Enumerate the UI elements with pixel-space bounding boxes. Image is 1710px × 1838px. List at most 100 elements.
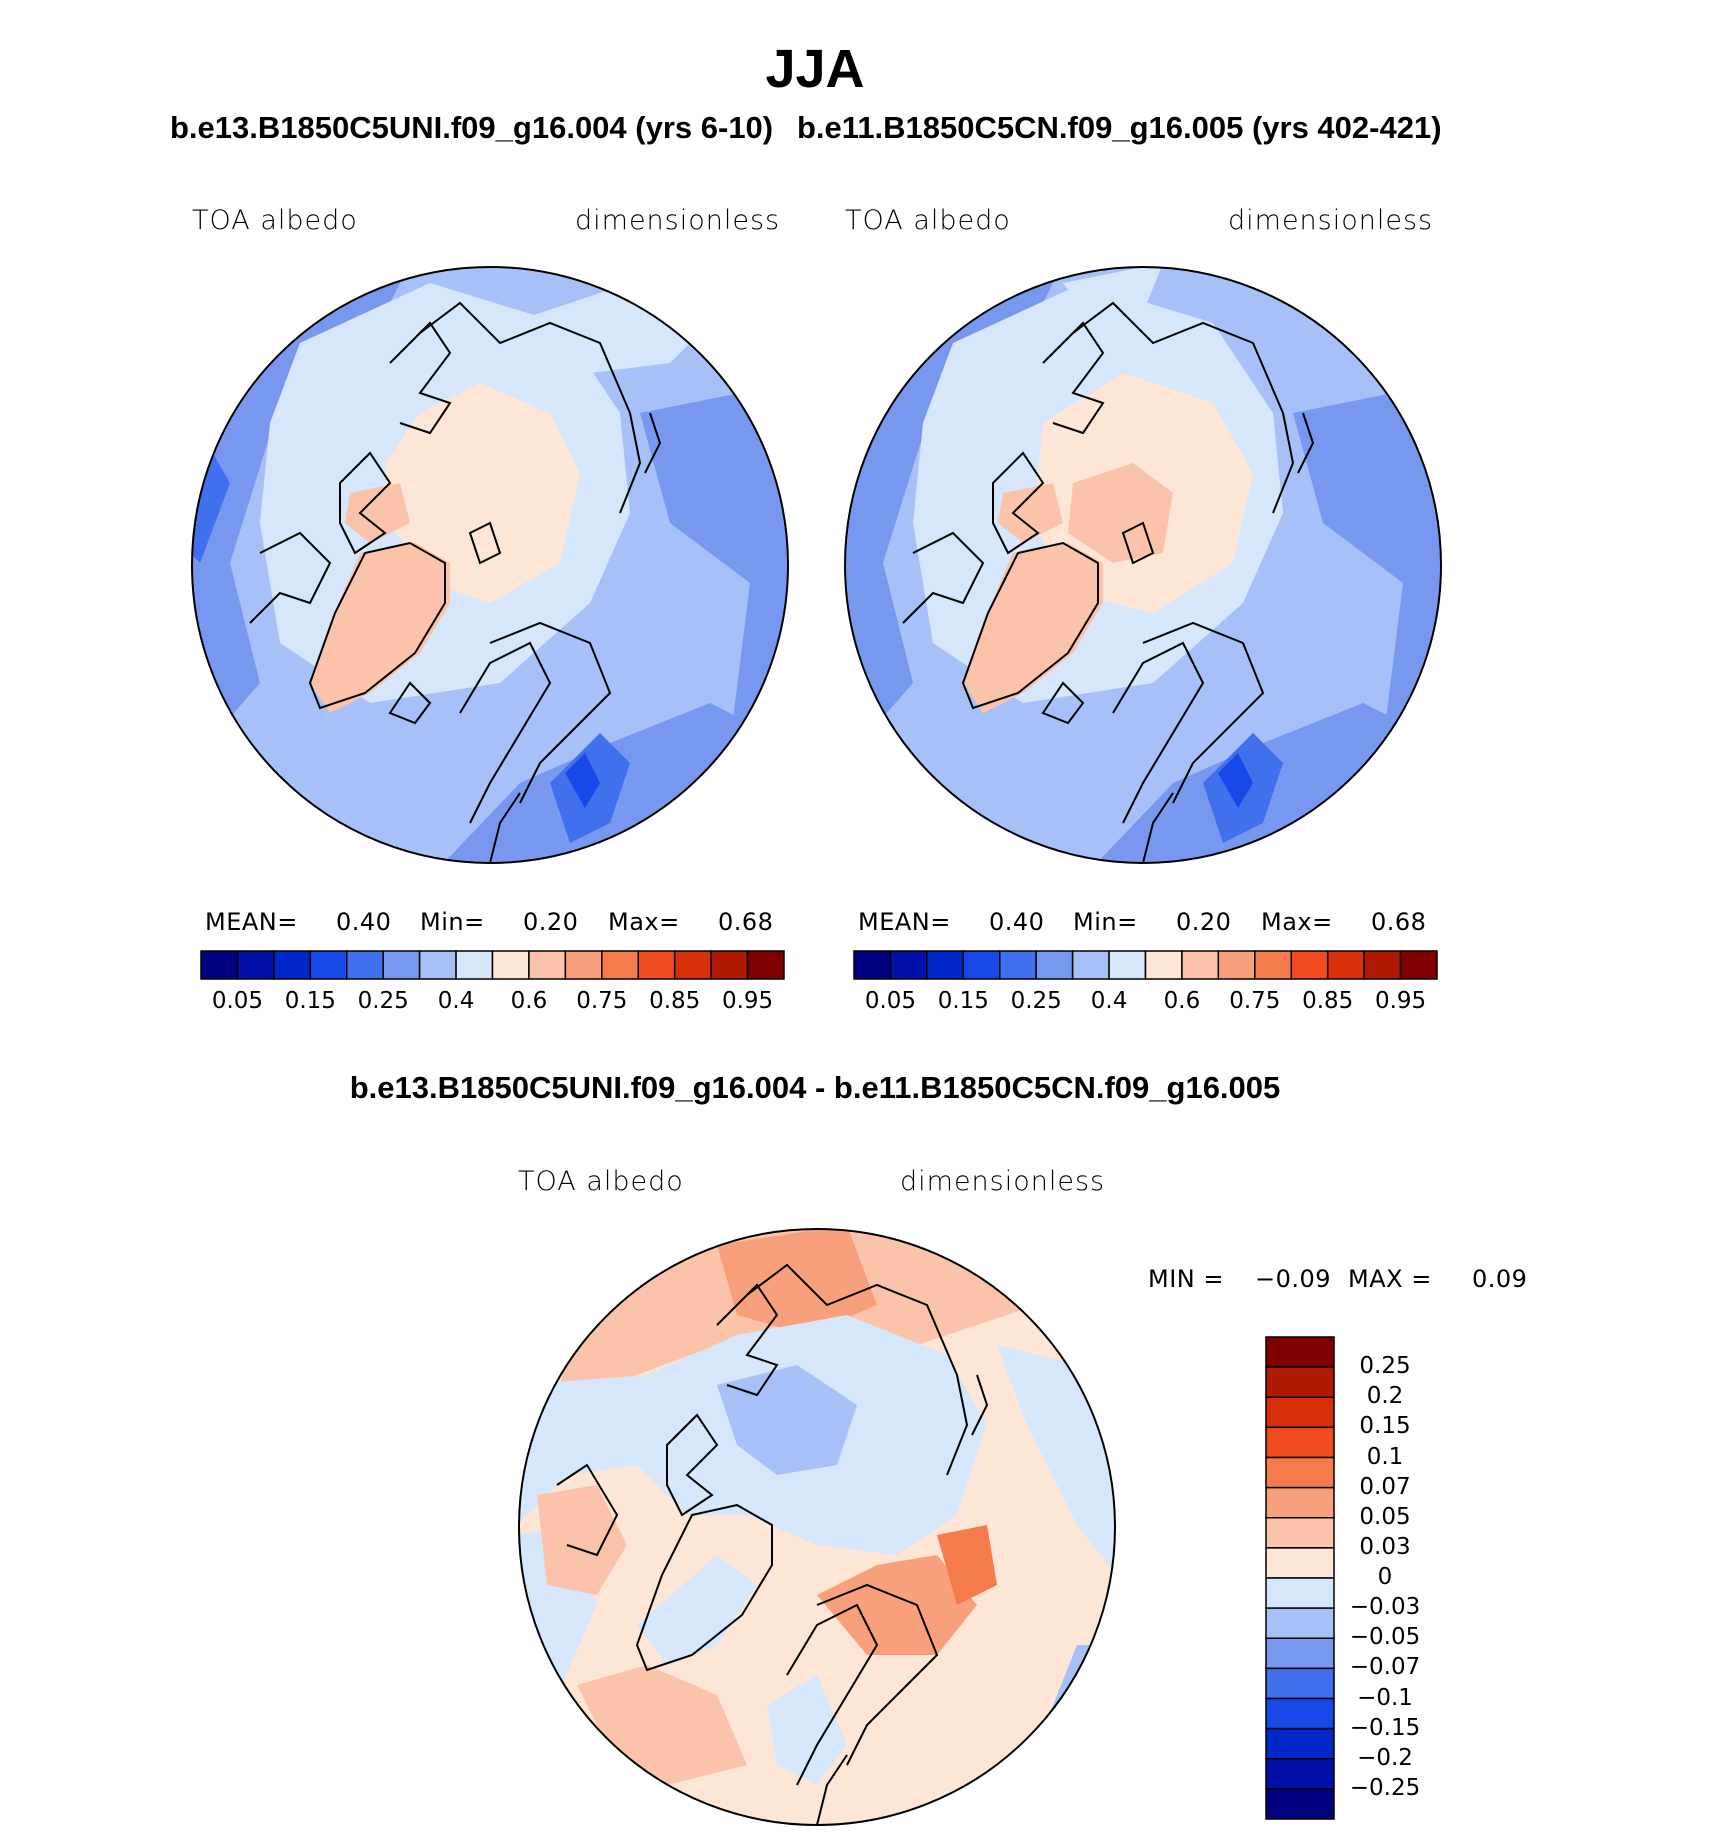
low-albedo-field (640, 383, 788, 783)
panel2-variable-label: TOA albedo (845, 205, 1011, 236)
colorbar-box (273, 950, 312, 980)
coastline (1142, 792, 1174, 864)
coastline (816, 1583, 939, 1766)
coastline (339, 451, 392, 555)
colorbar-box (455, 950, 494, 980)
coastline (786, 1603, 879, 1786)
coastline (902, 531, 985, 624)
colorbar-box (1035, 950, 1074, 980)
coastline (419, 301, 642, 514)
diff-title: b.e13.B1850C5UNI.f09_g16.004 - b.e11.B18… (349, 1070, 1281, 1105)
positive-difference-field (817, 1555, 977, 1655)
colorbar-tick-label: 0.15 (937, 988, 989, 1014)
colorbar-box (564, 950, 603, 980)
high-albedo-field (385, 383, 580, 603)
colorbar-box (418, 950, 457, 980)
panel2-colorbar-labels: 0.05 0.15 0.25 0.4 0.6 0.75 0.85 0.95 (853, 988, 1438, 1018)
colorbar-tick-label: 0.15 (284, 988, 336, 1014)
positive-difference-field (937, 1525, 997, 1605)
panel2-units-label: dimensionless (1228, 205, 1434, 236)
colorbar-tick-label: 0.4 (1090, 988, 1128, 1014)
colorbar-box (1265, 1788, 1335, 1820)
colorbar-box (346, 950, 384, 980)
coastline (308, 541, 446, 710)
panel1-colorbar-labels: 0.05 0.15 0.25 0.4 0.6 0.75 0.85 0.95 (200, 988, 785, 1018)
colorbar-tick-label: 0.6 (510, 988, 548, 1014)
colorbar-tick-label: 0.95 (721, 988, 774, 1014)
colorbar-box (1265, 1637, 1335, 1670)
colorbar-box (382, 950, 421, 980)
negative-difference-field (637, 1555, 757, 1665)
colorbar-tick-label: 0.05 (211, 988, 264, 1014)
panel2-mean-label: MEAN= (858, 908, 951, 936)
colorbar-box (889, 950, 928, 980)
colorbar-box (1144, 950, 1183, 980)
colorbar-tick-label: −0.2 (1357, 1744, 1413, 1771)
colorbar-box (1326, 950, 1365, 980)
colorbar-tick-label: 0.85 (649, 988, 701, 1014)
colorbar-box (999, 950, 1037, 980)
coastline (489, 621, 612, 804)
colorbar-box (1181, 950, 1220, 980)
colorbar-tick-label: −0.05 (1349, 1624, 1421, 1651)
colorbar-box (1265, 1366, 1335, 1398)
panel2-min-value: 0.20 (1176, 908, 1232, 936)
colorbar-box (1265, 1456, 1335, 1489)
colorbar-box (528, 950, 567, 980)
negative-difference-field (767, 1675, 847, 1785)
panel1-max-value: 0.68 (718, 908, 774, 936)
coastline (635, 1503, 773, 1672)
coastline (459, 641, 552, 824)
panel2-max-value: 0.68 (1371, 908, 1427, 936)
colorbar-tick-label: 0.05 (1359, 1503, 1411, 1530)
colorbar-tick-label: 0.75 (1229, 988, 1281, 1014)
coastline (816, 1754, 848, 1826)
coastline (746, 1263, 969, 1476)
panel2-max-label: Max= (1261, 908, 1333, 936)
colorbar-box (1265, 1547, 1335, 1579)
panel2-colorbar (853, 950, 1438, 980)
colorbar-box (853, 950, 892, 980)
colorbar-box (1265, 1396, 1335, 1429)
colorbar-box (601, 950, 639, 980)
greenland-field (310, 543, 450, 713)
colorbar-box (236, 950, 275, 980)
colorbar-tick-label: 0.25 (1010, 988, 1062, 1014)
coastline (992, 451, 1045, 555)
arctic-island-field (998, 483, 1063, 543)
panel1-variable-label: TOA albedo (192, 205, 358, 236)
mid-albedo-field (1063, 267, 1163, 323)
coastline (1121, 521, 1155, 565)
colorbar-tick-label: −0.07 (1349, 1654, 1421, 1681)
colorbar-tick-label: −0.25 (1349, 1774, 1421, 1801)
low-albedo-field (1293, 383, 1441, 783)
coastline (1072, 301, 1295, 514)
diff-max-value: 0.09 (1472, 1265, 1528, 1293)
diff-colorbar-labels: 0.25 0.2 0.15 0.1 0.07 0.05 0.03 0 −0.03 −0.05 −0.… (1340, 1336, 1440, 1820)
colorbar-box (200, 950, 239, 980)
colorbar-box (1265, 1758, 1335, 1790)
panel1-mean-value: 0.40 (336, 908, 392, 936)
coastline (1142, 621, 1265, 804)
positive-difference-field (537, 1485, 627, 1595)
colorbar-tick-label: 0 (1377, 1564, 1393, 1590)
colorbar-box (1265, 1486, 1335, 1519)
colorbar-box (673, 950, 712, 980)
coastline (971, 1374, 989, 1436)
colorbar-tick-label: −0.15 (1349, 1714, 1421, 1741)
diff-max-label: MAX = (1348, 1265, 1432, 1293)
colorbar-box (1265, 1336, 1335, 1368)
colorbar-tick-label: 0.4 (437, 988, 475, 1014)
colorbar-tick-label: 0.75 (576, 988, 628, 1014)
greenland-field (963, 543, 1103, 713)
coastline (716, 1283, 779, 1397)
panel1-polar-map (191, 266, 789, 864)
colorbar-tick-label: 0.15 (1359, 1413, 1411, 1440)
diff-units-label: dimensionless (900, 1166, 1106, 1197)
low-albedo-field (565, 753, 600, 808)
colorbar-tick-label: −0.1 (1357, 1684, 1413, 1711)
coastline (389, 321, 452, 435)
colorbar-tick-label: 0.25 (1359, 1353, 1411, 1380)
colorbar-box (637, 950, 676, 980)
diff-min-value: −0.09 (1255, 1265, 1332, 1293)
